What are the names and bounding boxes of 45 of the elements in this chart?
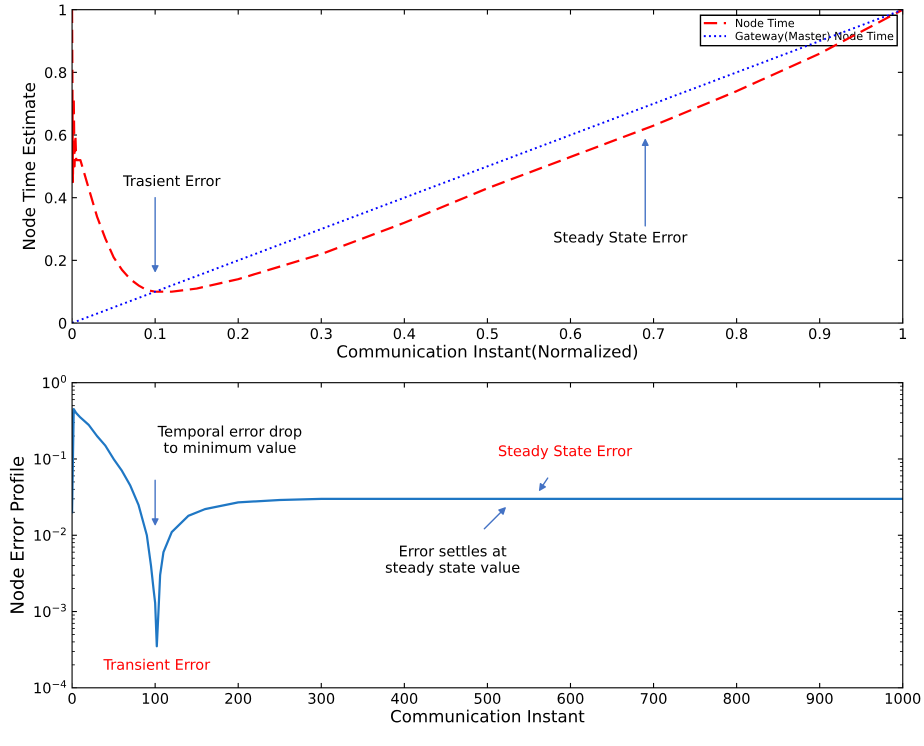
x-tick-label: 0.3 [310, 328, 332, 340]
y-tick-label: 10$^{−1}$ [34, 451, 66, 465]
y-tick-label: 10$^{0}$ [43, 374, 66, 388]
y-tick-label: 10$^{−2}$ [34, 528, 66, 541]
x-tick-label: 0.7 [642, 328, 664, 340]
legend-label: Node Time [736, 18, 794, 28]
y-axis-title: Node Error Profile [10, 456, 24, 613]
x-tick-label: 0.8 [726, 328, 748, 340]
x-tick-label: 1000 [886, 692, 920, 704]
y-tick-label: 0.6 [44, 130, 66, 141]
x-tick-label: 400 [391, 692, 418, 704]
x-tick-label: 0.4 [394, 328, 416, 340]
x-tick-label: 0 [68, 328, 76, 340]
x-axis-title: Communication Instant(Normalized) [337, 344, 638, 360]
x-tick-label: 900 [806, 692, 833, 704]
x-tick-label: 800 [724, 692, 750, 704]
x-tick-label: 500 [474, 692, 500, 704]
y-tick-label: 10$^{−4}$ [34, 680, 66, 694]
x-tick-label: 1 [900, 328, 906, 339]
x-tick-label: 300 [308, 692, 334, 704]
annotation: Error settles at steady state value [386, 545, 520, 576]
x-tick-label: 200 [225, 692, 252, 704]
y-tick-label: 0.2 [44, 255, 66, 266]
x-tick-label: 0.5 [476, 328, 498, 340]
x-tick-label: 0.2 [228, 328, 248, 340]
x-tick-label: 0.6 [560, 328, 582, 340]
x-tick-label: 0 [68, 692, 76, 704]
line-series [72, 408, 903, 648]
x-tick-label: 600 [558, 692, 584, 704]
y-tick-label: 0.4 [44, 192, 66, 204]
annotation: Steady State Error [554, 231, 688, 246]
x-tick-label: 0.1 [144, 328, 166, 340]
y-tick-label: 0.8 [44, 67, 66, 78]
y-tick-label: 0 [58, 318, 66, 329]
y-axis-title: Node Time Estimate [22, 83, 36, 249]
annotation: Transient Error [103, 658, 210, 670]
annotation: Trasient Error [122, 174, 220, 186]
x-tick-label: 700 [640, 692, 666, 704]
x-tick-label: 0.9 [809, 328, 830, 340]
y-tick-label: 10$^{−3}$ [34, 604, 66, 618]
y-tick-label: 1 [60, 4, 66, 16]
annotation: Temporal error drop to minimum value [158, 425, 302, 454]
annotation: Steady State Error [498, 445, 632, 460]
x-tick-label: 100 [142, 692, 168, 704]
x-axis-title: Communication Instant [391, 710, 584, 722]
